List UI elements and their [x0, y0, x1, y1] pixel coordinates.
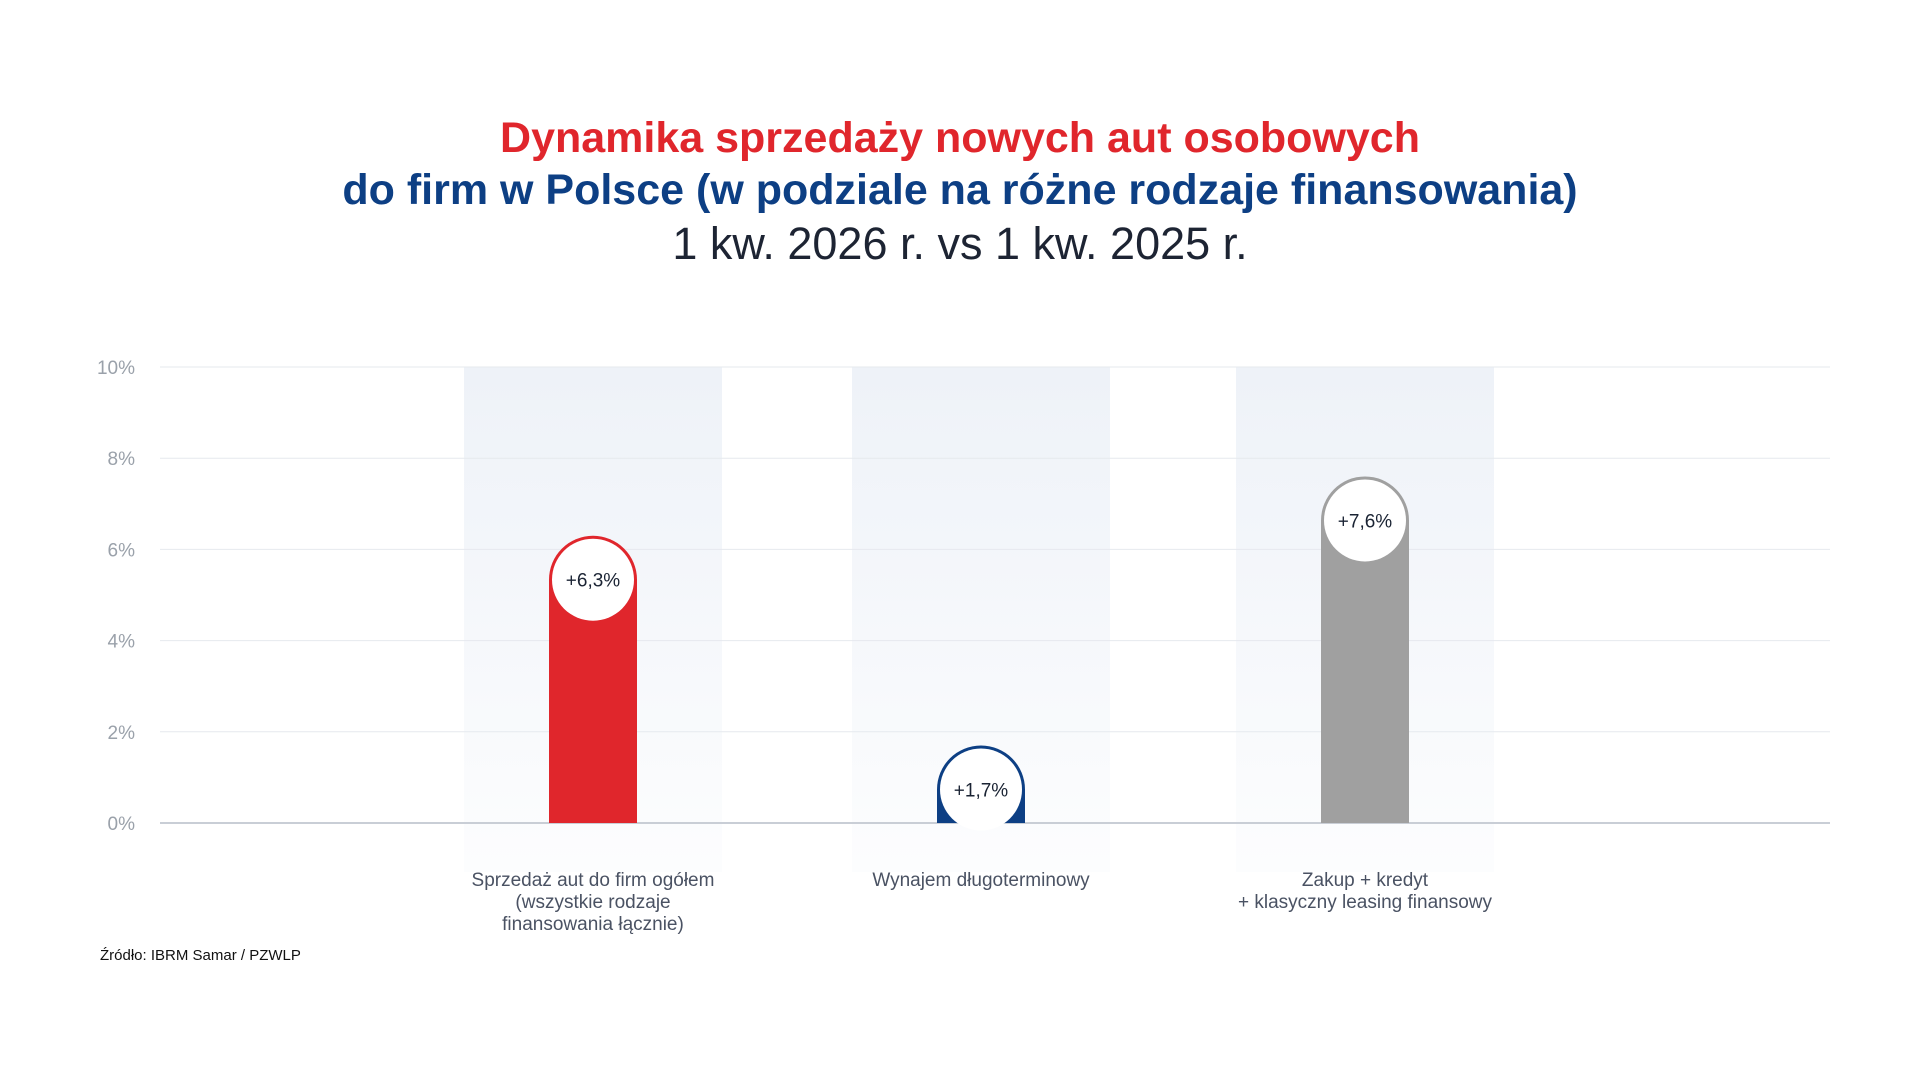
chart-title-line2: do firm w Polsce (w podziale na różne ro…: [342, 166, 1578, 214]
value-badge: [1324, 479, 1406, 562]
x-tick-label: (wszystkie rodzaje: [515, 892, 670, 913]
value-badge: [552, 538, 634, 621]
y-tick-label: 4%: [108, 632, 136, 653]
chart-title-line1: Dynamika sprzedaży nowych aut osobowych: [500, 114, 1420, 162]
y-tick-label: 2%: [108, 723, 136, 744]
data-label: +6,3%: [566, 571, 621, 592]
chart-title-block: Dynamika sprzedaży nowych aut osobowych …: [0, 112, 1920, 270]
data-label: +1,7%: [954, 780, 1009, 801]
data-label: +7,6%: [1338, 511, 1393, 532]
value-badge: [940, 748, 1022, 831]
chart-subtitle: 1 kw. 2026 r. vs 1 kw. 2025 r.: [672, 218, 1248, 269]
y-tick-label: 0%: [108, 814, 136, 835]
x-tick-label: Wynajem długoterminowy: [872, 870, 1090, 891]
x-tick-label: finansowania łącznie): [502, 914, 684, 935]
x-tick-label: + klasyczny leasing finansowy: [1238, 892, 1492, 913]
y-tick-label: 10%: [97, 358, 135, 379]
x-tick-label: Sprzedaż aut do firm ogółem: [472, 870, 715, 891]
x-tick-label: Zakup + kredyt: [1302, 870, 1429, 891]
y-tick-label: 8%: [108, 449, 136, 470]
bar: [1321, 476, 1409, 823]
source-note: Źródło: IBRM Samar / PZWLP: [100, 947, 301, 964]
y-tick-label: 6%: [108, 540, 136, 561]
